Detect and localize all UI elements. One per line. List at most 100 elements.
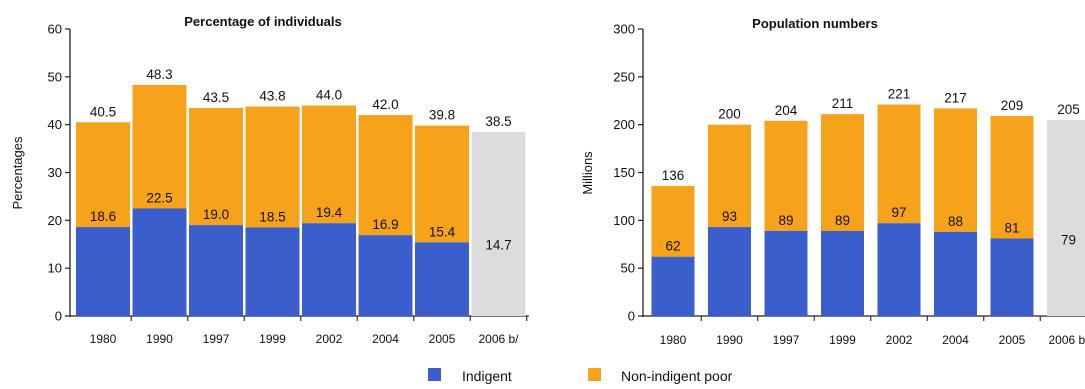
data-label-indigent: 62 bbox=[665, 239, 680, 254]
bar-non-indigent-poor bbox=[302, 105, 356, 224]
bar-non-indigent-poor bbox=[651, 185, 695, 257]
y-tick-label: 50 bbox=[621, 261, 635, 276]
data-label-total: 221 bbox=[888, 87, 911, 102]
y-tick-label: 50 bbox=[48, 69, 62, 84]
data-label-total: 39.8 bbox=[429, 108, 455, 123]
bar-indigent bbox=[651, 256, 695, 316]
y-tick-label: 150 bbox=[613, 165, 635, 180]
bar-projection bbox=[471, 131, 526, 316]
bar-non-indigent-poor bbox=[708, 124, 751, 228]
x-tick-label: 2002 bbox=[316, 332, 343, 346]
bar-non-indigent-poor bbox=[764, 120, 808, 231]
bar-indigent bbox=[76, 227, 130, 316]
y-tick-label: 0 bbox=[55, 309, 62, 324]
data-label-indigent: 93 bbox=[722, 209, 737, 224]
x-tick-label: 1980 bbox=[660, 333, 687, 347]
legend-swatch-indigent bbox=[428, 368, 441, 381]
data-label-total: 48.3 bbox=[146, 67, 172, 82]
y-tick-label: 0 bbox=[628, 309, 635, 324]
percentage-chart: Percentage of individuals Percentages 0 10 2… bbox=[10, 14, 529, 346]
y-tick-label: 10 bbox=[48, 261, 62, 276]
bar-indigent bbox=[764, 230, 808, 316]
data-label-indigent: 15.4 bbox=[429, 224, 456, 239]
data-label-indigent: 14.7 bbox=[485, 238, 511, 253]
y-axis-label: Millions bbox=[580, 151, 595, 195]
data-label-total: 44.0 bbox=[316, 88, 342, 103]
x-tick-label: 1990 bbox=[716, 333, 743, 347]
bar-non-indigent-poor bbox=[358, 115, 413, 236]
data-label-indigent: 19.0 bbox=[203, 207, 229, 222]
bar-non-indigent-poor bbox=[132, 84, 187, 209]
bar-non-indigent-poor bbox=[821, 114, 864, 231]
bar-indigent bbox=[990, 238, 1034, 316]
x-tick-label: 2005 bbox=[999, 333, 1026, 347]
bar-indigent bbox=[708, 227, 751, 316]
data-label-total: 136 bbox=[662, 168, 685, 183]
bar-non-indigent-poor bbox=[990, 116, 1034, 239]
y-tick-label: 60 bbox=[48, 22, 62, 37]
legend-swatch-non-indigent-poor bbox=[588, 368, 601, 381]
data-label-total: 205 bbox=[1057, 102, 1080, 117]
bar-indigent bbox=[302, 223, 356, 316]
data-label-indigent: 81 bbox=[1004, 221, 1019, 236]
bar-indigent bbox=[934, 231, 977, 316]
y-tick-label: 100 bbox=[613, 213, 635, 228]
data-label-total: 209 bbox=[1001, 98, 1024, 113]
y-tick-label: 40 bbox=[48, 117, 62, 132]
x-tick-label: 1990 bbox=[146, 332, 173, 346]
data-label-total: 211 bbox=[832, 96, 854, 111]
bar-indigent bbox=[189, 225, 243, 316]
data-label-indigent: 97 bbox=[891, 205, 906, 220]
data-label-total: 204 bbox=[775, 103, 798, 118]
y-tick-label: 20 bbox=[48, 213, 62, 228]
bar-non-indigent-poor bbox=[877, 104, 921, 224]
y-tick-label: 200 bbox=[613, 117, 635, 132]
x-tick-label: 2004 bbox=[942, 333, 969, 347]
data-label-total: 43.8 bbox=[259, 88, 285, 103]
data-label-indigent: 89 bbox=[835, 213, 850, 228]
legend: Indigent Non-indigent poor bbox=[428, 368, 733, 384]
data-label-total: 42.0 bbox=[372, 97, 398, 112]
x-tick-label: 1999 bbox=[259, 332, 286, 346]
x-tick-label: 2006 b/ bbox=[1048, 333, 1085, 347]
data-label-total: 38.5 bbox=[485, 114, 511, 129]
bar-non-indigent-poor bbox=[189, 107, 243, 226]
data-label-total: 217 bbox=[944, 90, 967, 105]
x-tick-label: 1997 bbox=[773, 333, 800, 347]
bar-non-indigent-poor bbox=[245, 106, 300, 228]
bar-projection bbox=[1047, 119, 1085, 316]
legend-label-indigent: Indigent bbox=[462, 368, 512, 384]
bar-indigent bbox=[132, 208, 187, 316]
data-label-indigent: 18.5 bbox=[259, 210, 285, 225]
bar-indigent bbox=[821, 230, 864, 316]
y-tick-label: 300 bbox=[613, 22, 635, 37]
bar-indigent bbox=[358, 235, 413, 316]
x-tick-label: 1997 bbox=[203, 332, 230, 346]
x-tick-label: 1980 bbox=[90, 332, 117, 346]
x-tick-label: 2004 bbox=[372, 332, 399, 346]
data-label-total: 200 bbox=[718, 107, 741, 122]
x-tick-label: 1999 bbox=[829, 333, 856, 347]
y-axis-label: Percentages bbox=[10, 136, 25, 209]
bar-non-indigent-poor bbox=[76, 122, 130, 228]
chart-title: Percentage of individuals bbox=[184, 14, 342, 29]
data-label-indigent: 79 bbox=[1061, 232, 1076, 247]
data-label-indigent: 22.5 bbox=[146, 190, 172, 205]
x-tick-label: 2006 b/ bbox=[478, 332, 519, 346]
data-label-indigent: 18.6 bbox=[90, 209, 116, 224]
y-tick-label: 30 bbox=[48, 165, 62, 180]
bar-indigent bbox=[877, 223, 921, 316]
x-tick-label: 2005 bbox=[429, 332, 456, 346]
data-label-total: 43.5 bbox=[203, 90, 229, 105]
y-tick-label: 250 bbox=[613, 69, 635, 84]
population-chart: Population numbers Millions 0 50 100 150 200 25… bbox=[580, 16, 1085, 347]
data-label-indigent: 19.4 bbox=[316, 205, 343, 220]
x-tick-label: 2002 bbox=[886, 333, 913, 347]
data-label-indigent: 16.9 bbox=[372, 217, 398, 232]
legend-label-non-indigent-poor: Non-indigent poor bbox=[621, 368, 733, 384]
data-label-indigent: 89 bbox=[778, 213, 793, 228]
bar-non-indigent-poor bbox=[934, 108, 977, 232]
data-label-total: 40.5 bbox=[90, 104, 116, 119]
bar-indigent bbox=[245, 227, 300, 316]
